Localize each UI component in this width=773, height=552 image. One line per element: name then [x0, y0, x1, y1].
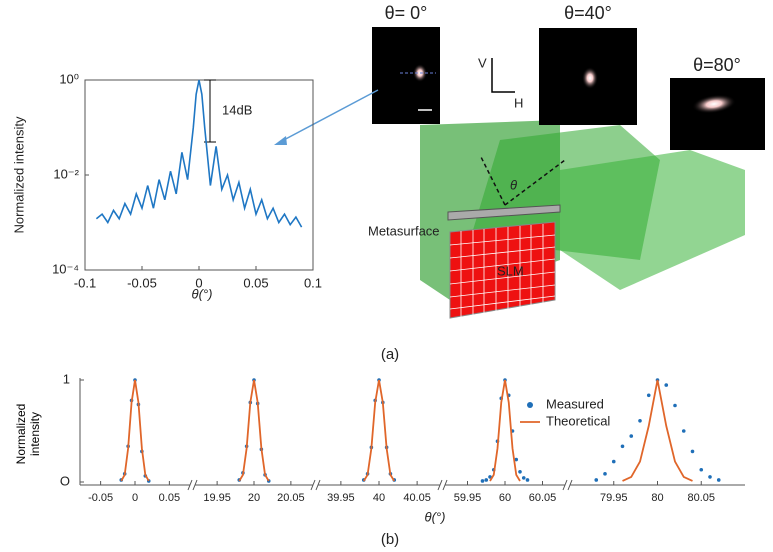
axis-break: [310, 479, 321, 491]
data-point: [594, 478, 599, 482]
data-point: [611, 459, 616, 464]
data-point: [518, 470, 522, 474]
x-tick-label: 0.05: [243, 275, 268, 290]
x-tick-label: -0.05: [127, 275, 157, 290]
x-tick-label: 0: [132, 492, 138, 504]
series-line: [95, 79, 303, 228]
y-tick-label: O: [60, 473, 70, 488]
data-point: [646, 393, 651, 398]
axis-v: V: [478, 55, 487, 70]
data-point: [716, 478, 721, 482]
data-point: [603, 472, 607, 476]
x-tick-label: 59.95: [454, 492, 482, 504]
diagram: θ Metasurface SLM θ= 0° θ=40° θ=80° V H …: [274, 3, 765, 548]
slm-grid: [449, 224, 556, 317]
pointer: [279, 89, 379, 143]
x-tick-label: 19.95: [203, 492, 231, 504]
data-point: [699, 467, 704, 472]
x-tick-label: -0.1: [74, 275, 96, 290]
caption: (b): [381, 531, 399, 548]
x-tick-label: 40: [373, 492, 385, 504]
angle-title: θ=80°: [693, 55, 741, 75]
x-tick-label: -0.05: [88, 492, 113, 504]
angle-label: θ: [510, 177, 517, 192]
x-tick-label: 79.95: [600, 492, 628, 504]
plot-frame: [84, 79, 314, 271]
x-tick-label: 60.05: [529, 492, 557, 504]
beam: [560, 150, 745, 290]
slm-label: SLM: [497, 263, 524, 278]
x-axis-label: θ(°): [425, 509, 446, 524]
y-tick-label: 10⁰: [59, 71, 79, 86]
data-point: [690, 449, 695, 454]
x-tick-label: 0.05: [159, 492, 180, 504]
axis-break: [437, 479, 448, 491]
annotation: 14dB: [222, 102, 252, 117]
x-tick-label: 20.05: [277, 492, 305, 504]
angle-title: θ= 0°: [385, 3, 428, 23]
y-axis-label: Normalized intensity: [14, 403, 42, 465]
x-tick-label: 0.1: [304, 275, 322, 290]
legend-box: [515, 395, 640, 435]
polarization-axes: [491, 58, 515, 93]
series-line: [120, 379, 150, 482]
pointer-head: [274, 136, 287, 145]
data-point: [484, 478, 489, 482]
series-line: [362, 379, 396, 482]
series-line: [622, 379, 693, 482]
data-point: [525, 478, 530, 482]
data-point: [620, 444, 625, 449]
data-point: [514, 457, 519, 462]
legend-label: Theoretical: [546, 413, 610, 428]
data-point: [638, 419, 642, 423]
x-axis-label: θ(°): [192, 286, 213, 301]
series-line: [238, 379, 270, 482]
x-tick-label: 0: [195, 275, 202, 290]
x-tick-label: 80: [651, 492, 663, 504]
axis-break: [187, 479, 198, 491]
legend-marker: [527, 402, 533, 408]
x-tick-label: 40.05: [403, 492, 431, 504]
data-point: [673, 403, 677, 408]
x-tick-label: 20: [248, 492, 260, 504]
spot: [692, 94, 736, 114]
data-point: [521, 476, 526, 480]
x-tick-label: 80.05: [687, 492, 715, 504]
slm: [449, 221, 556, 319]
legend-label: Measured: [546, 396, 604, 411]
angle-title: θ=40°: [564, 3, 612, 23]
beam-image: [670, 78, 765, 150]
caption: (a): [381, 346, 399, 363]
spot: [582, 67, 598, 89]
y-tick-label: 10⁻⁴: [52, 261, 79, 276]
y-tick-label: 1: [63, 371, 70, 386]
data-point: [664, 383, 669, 387]
data-point: [708, 475, 712, 479]
metasurface: [447, 204, 561, 221]
data-point: [681, 429, 686, 433]
beam-axis: [504, 159, 566, 206]
series-line: [489, 379, 521, 482]
y-tick-label: 10⁻²: [53, 166, 79, 181]
x-tick-label: 39.95: [327, 492, 355, 504]
metasurface-label: Metasurface: [368, 223, 440, 238]
data-point: [629, 434, 634, 438]
normal: [479, 154, 506, 206]
y-label-box: Normalized intensity: [14, 403, 42, 465]
beam-image: [372, 27, 440, 124]
data-point: [480, 479, 485, 483]
x-tick-label: 60: [499, 492, 511, 504]
y-axis-label: Normalized intensity: [11, 116, 26, 234]
axis-h: H: [514, 95, 523, 110]
axis-break: [562, 479, 573, 491]
